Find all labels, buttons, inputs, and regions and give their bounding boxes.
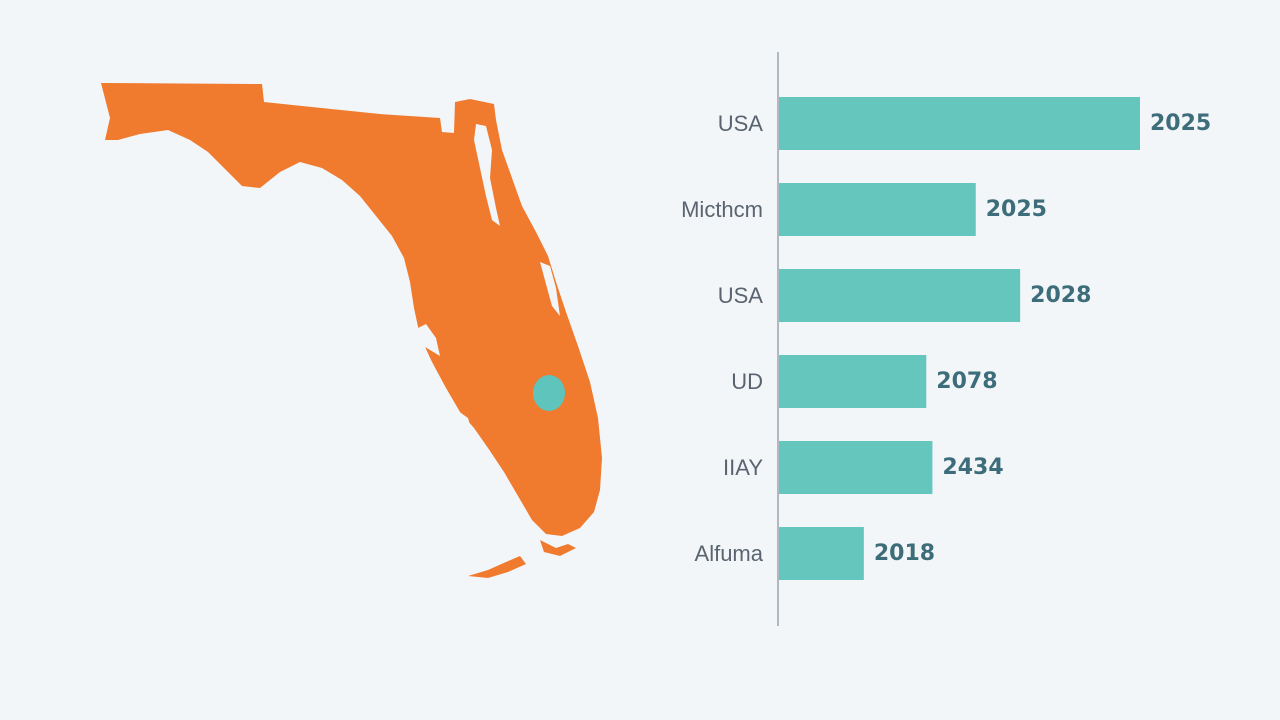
coastline-cutout-4 xyxy=(454,408,472,436)
category-label-5: Alfuma xyxy=(695,541,764,566)
category-label-2: USA xyxy=(718,283,764,308)
bar-5 xyxy=(779,527,864,580)
bar-1 xyxy=(779,183,976,236)
value-label-0: 2025 xyxy=(1150,111,1211,136)
coastline-cutout-3 xyxy=(414,324,440,356)
florida-map xyxy=(101,83,602,578)
coastline-cutout-1 xyxy=(474,124,500,226)
value-label-5: 2018 xyxy=(874,541,935,566)
value-label-2: 2028 xyxy=(1030,283,1091,308)
category-label-1: Micthcm xyxy=(681,197,763,222)
value-label-1: 2025 xyxy=(986,197,1047,222)
bar-0 xyxy=(779,97,1140,150)
bars-layer: USA 2025 Micthcm 2025 USA 2028 UD 2078 IIAY 2434 A… xyxy=(681,97,1211,580)
location-marker xyxy=(533,375,565,411)
category-label-4: IIAY xyxy=(723,455,763,480)
florida-keys-east xyxy=(540,540,576,556)
coastline-cutout-2 xyxy=(540,262,560,316)
category-label-0: USA xyxy=(718,111,764,136)
bar-3 xyxy=(779,355,927,408)
value-label-4: 2434 xyxy=(942,455,1003,480)
bar-2 xyxy=(779,269,1021,322)
bar-4 xyxy=(779,441,933,494)
value-label-3: 2078 xyxy=(936,369,997,394)
category-label-3: UD xyxy=(731,369,763,394)
florida-keys xyxy=(468,556,526,578)
florida-shape xyxy=(101,83,602,536)
